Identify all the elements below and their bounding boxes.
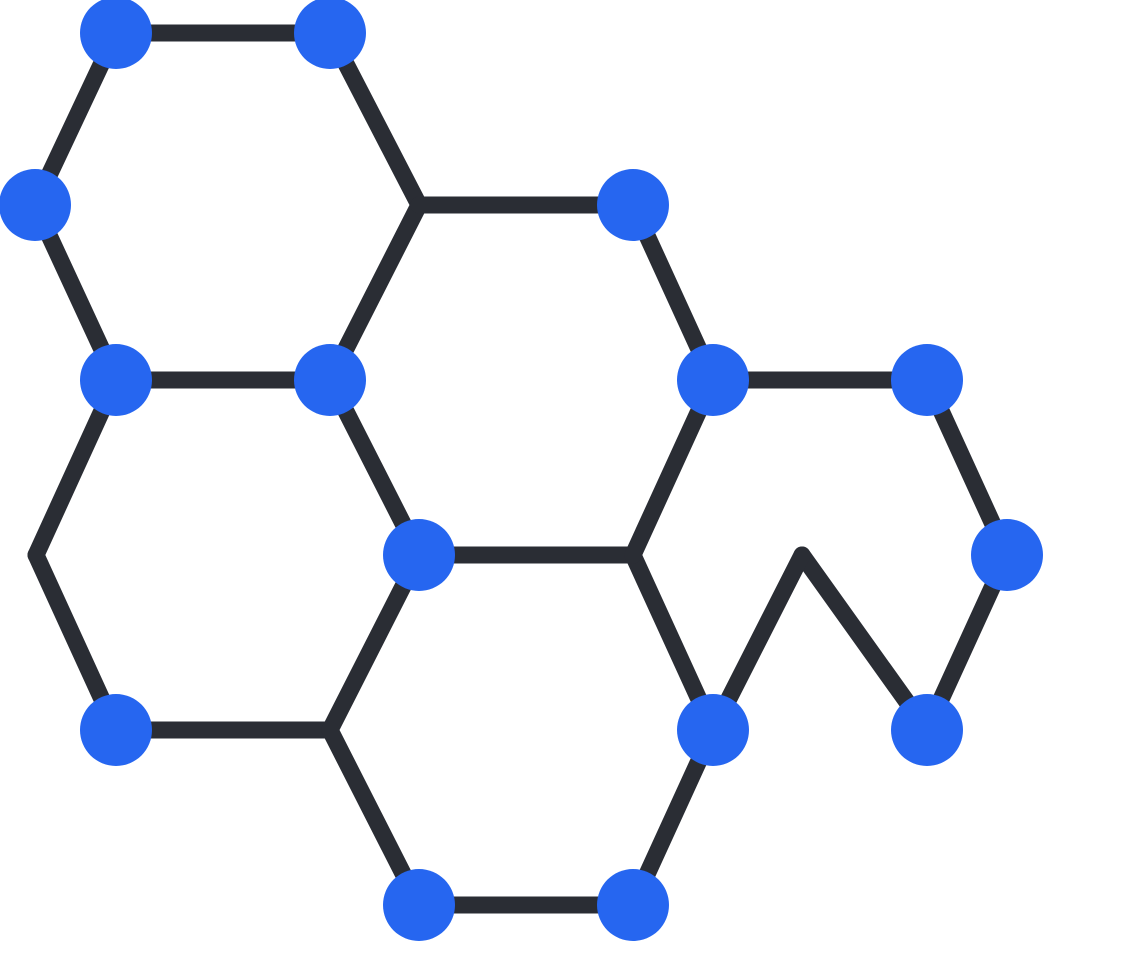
node-dot: [971, 519, 1043, 591]
node-dot: [80, 344, 152, 416]
node-dot: [383, 869, 455, 941]
node-dot: [383, 519, 455, 591]
nodes-group: [0, 0, 1043, 941]
node-dot: [80, 694, 152, 766]
node-dot: [294, 344, 366, 416]
node-dot: [597, 169, 669, 241]
edges-group: [35, 33, 1007, 905]
molecule-diagram: [0, 0, 1131, 980]
node-dot: [677, 694, 749, 766]
node-dot: [294, 0, 366, 69]
node-dot: [597, 869, 669, 941]
node-dot: [0, 169, 71, 241]
node-dot: [891, 344, 963, 416]
node-dot: [80, 0, 152, 69]
node-dot: [677, 344, 749, 416]
node-dot: [891, 694, 963, 766]
